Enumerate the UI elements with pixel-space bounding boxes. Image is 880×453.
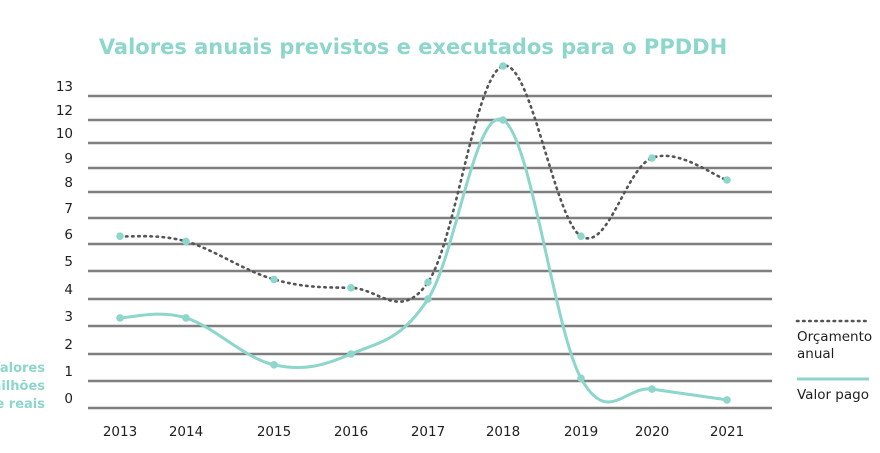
y-tick-label: 2 [64,337,73,353]
series-line [119,117,728,404]
data-point [648,154,656,162]
y-tick-label: 0 [64,391,73,407]
data-point [347,284,355,292]
data-point [182,314,190,322]
y-tick-label: 13 [56,79,73,95]
x-tick-label: 2018 [486,424,520,440]
y-axis-label-line-3: de reais [0,397,45,412]
y-tick-label: 8 [64,175,73,191]
chart-title: Valores anuais previstos e executados pa… [99,35,727,59]
data-point [577,374,585,383]
data-point [347,350,355,358]
y-tick-label: 1 [64,364,73,380]
x-tick-label: 2016 [334,424,368,440]
x-tick-label: 2019 [564,424,598,440]
y-tick-label: 4 [64,282,73,298]
x-tick-label: 2017 [411,424,445,440]
y-tick-label: 3 [64,309,73,325]
legend-label-valor-pago: Valor pago [797,387,869,403]
x-tick-label: 2013 [103,424,137,440]
y-tick-label: 7 [64,201,73,217]
x-tick-label: 2014 [169,424,203,440]
legend: Orçamento anual Valor pago [795,319,872,403]
y-axis-label-line-1: Valores [0,361,45,376]
series-valor-pago [116,116,731,404]
y-tick-label: 12 [56,103,73,119]
data-point [499,116,507,124]
data-point [116,232,124,240]
x-tick-label: 2021 [710,424,744,440]
data-point [577,232,585,240]
x-tick-label: 2015 [257,424,291,440]
data-point [723,396,731,404]
y-tick-label: 5 [64,254,73,270]
data-point [182,237,190,246]
data-point [424,278,432,287]
data-point [270,275,278,284]
data-point [424,295,432,303]
data-point [648,385,656,393]
series-orcamento-anual [116,62,731,303]
data-point [116,314,124,322]
series-layer [116,62,731,404]
y-tick-label: 9 [64,151,73,167]
legend-label-orcamento-line-2: anual [797,346,834,362]
x-axis: 2013 2014 2015 2016 2017 2018 2019 2020 2021 [103,424,744,440]
data-point [499,62,507,70]
y-tick-label: 6 [64,227,73,243]
y-axis-label-line-2: em milhões [0,379,45,394]
y-tick-label: 10 [56,126,73,142]
data-point [270,361,278,369]
y-axis-label: Valores em milhões de reais [0,361,45,412]
legend-label-orcamento-line-1: Orçamento [797,329,872,345]
data-point [723,176,731,184]
grid [88,94,772,410]
x-tick-label: 2020 [635,424,669,440]
series-line [118,64,729,303]
